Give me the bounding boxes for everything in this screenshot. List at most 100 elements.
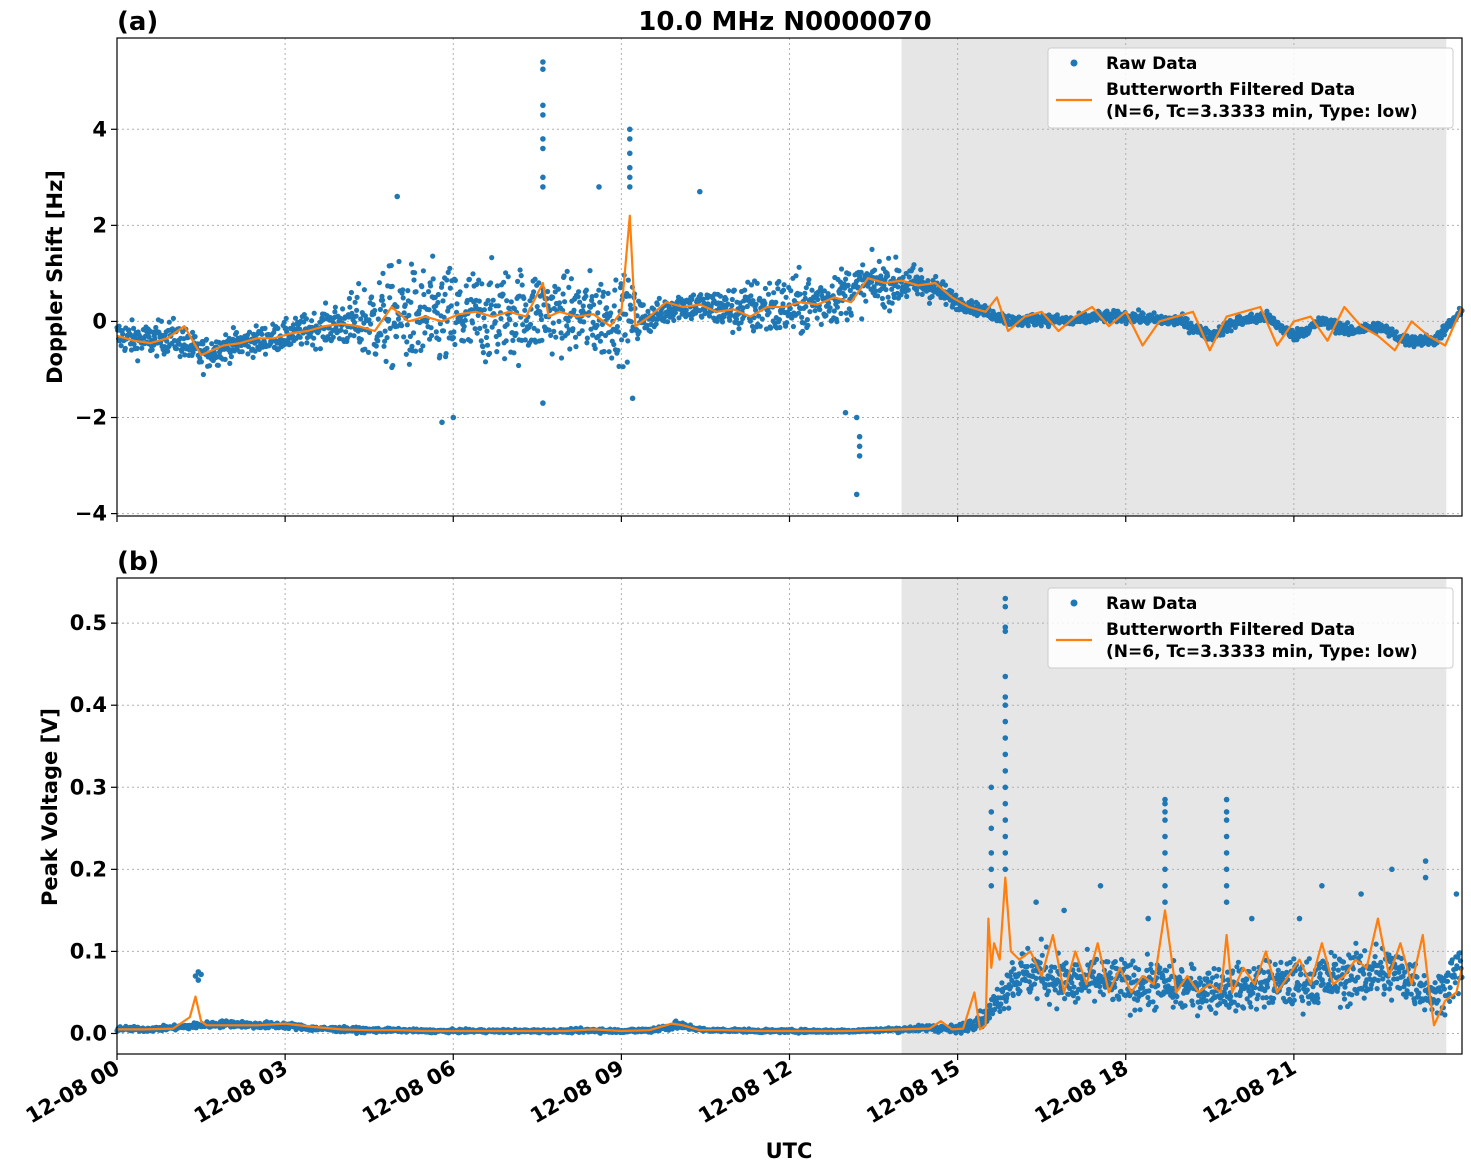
y-tick-label: −4 — [75, 502, 107, 526]
raw-point — [767, 310, 772, 315]
raw-point — [1046, 989, 1051, 994]
raw-point — [498, 316, 503, 321]
raw-point — [234, 330, 239, 335]
legend-raw-marker — [1071, 60, 1078, 67]
raw-point — [313, 347, 318, 352]
raw-point — [584, 288, 589, 293]
raw-point — [428, 283, 433, 288]
raw-point — [807, 309, 812, 314]
raw-point — [368, 321, 373, 326]
raw-point — [1265, 985, 1270, 990]
raw-point — [755, 281, 760, 286]
raw-point — [1174, 994, 1179, 999]
raw-point — [803, 304, 808, 309]
raw-point — [1173, 999, 1178, 1004]
raw-point — [1271, 996, 1276, 1001]
raw-point — [557, 300, 562, 305]
raw-point — [1157, 965, 1162, 970]
raw-point — [536, 280, 541, 285]
raw-point — [304, 340, 309, 345]
raw-point — [627, 293, 632, 298]
raw-point — [1086, 989, 1091, 994]
raw-point-outlier — [540, 103, 546, 109]
raw-point — [907, 274, 912, 279]
raw-point — [299, 341, 304, 346]
raw-point — [251, 355, 256, 360]
raw-point — [504, 298, 509, 303]
raw-point — [793, 273, 798, 278]
raw-point — [1038, 960, 1043, 965]
raw-point — [494, 349, 499, 354]
raw-point — [830, 283, 835, 288]
raw-point — [1132, 1008, 1137, 1013]
raw-point — [839, 266, 844, 271]
raw-point — [933, 274, 938, 279]
raw-point — [475, 331, 480, 336]
raw-point — [1138, 1007, 1143, 1012]
raw-point — [309, 318, 314, 323]
raw-point — [815, 316, 820, 321]
raw-point — [875, 293, 880, 298]
raw-point — [355, 295, 360, 300]
raw-point — [387, 295, 392, 300]
raw-point — [886, 256, 891, 261]
raw-point-outlier — [627, 151, 633, 157]
raw-point — [404, 352, 409, 357]
raw-point — [949, 289, 954, 294]
raw-point — [777, 317, 782, 322]
raw-point — [1062, 996, 1067, 1001]
raw-point — [449, 303, 454, 308]
raw-point — [1278, 960, 1283, 965]
raw-point — [625, 338, 630, 343]
raw-point — [1287, 987, 1292, 992]
raw-point — [470, 271, 475, 276]
raw-point — [479, 338, 484, 343]
raw-point — [1183, 1003, 1188, 1008]
raw-point — [768, 326, 773, 331]
raw-point — [616, 329, 621, 334]
raw-point — [165, 349, 170, 354]
raw-point — [727, 318, 732, 323]
legend-raw-label: Raw Data — [1106, 54, 1197, 74]
raw-point — [805, 323, 810, 328]
raw-point — [1032, 981, 1037, 986]
raw-point — [519, 273, 524, 278]
raw-point — [626, 278, 631, 283]
raw-point — [405, 288, 410, 293]
raw-point — [416, 340, 421, 345]
raw-point — [918, 267, 923, 272]
raw-point — [501, 280, 506, 285]
raw-point-outlier — [857, 453, 863, 459]
raw-point — [556, 319, 561, 324]
legend-filtered-label: Butterworth Filtered Data — [1106, 80, 1355, 100]
raw-point — [178, 354, 183, 359]
raw-point — [885, 273, 890, 278]
raw-point — [411, 277, 416, 282]
raw-point — [766, 292, 771, 297]
raw-point — [481, 350, 486, 355]
raw-point — [407, 362, 412, 367]
raw-point — [359, 337, 364, 342]
y-tick-label: −2 — [75, 406, 107, 430]
raw-point — [298, 335, 303, 340]
raw-point — [859, 316, 864, 321]
raw-point — [347, 305, 352, 310]
raw-point — [601, 349, 606, 354]
raw-point — [421, 292, 426, 297]
raw-point — [782, 282, 787, 287]
raw-point — [354, 308, 359, 313]
raw-point — [1064, 960, 1069, 965]
raw-point — [520, 282, 525, 287]
raw-point — [736, 326, 741, 331]
raw-point — [619, 337, 624, 342]
raw-point — [1191, 966, 1196, 971]
raw-point — [362, 287, 367, 292]
raw-point — [193, 334, 198, 339]
raw-point — [863, 299, 868, 304]
raw-point — [1164, 968, 1169, 973]
raw-point — [773, 300, 778, 305]
raw-point — [331, 335, 336, 340]
raw-point — [420, 343, 425, 348]
raw-point — [422, 330, 427, 335]
raw-point — [375, 338, 380, 343]
